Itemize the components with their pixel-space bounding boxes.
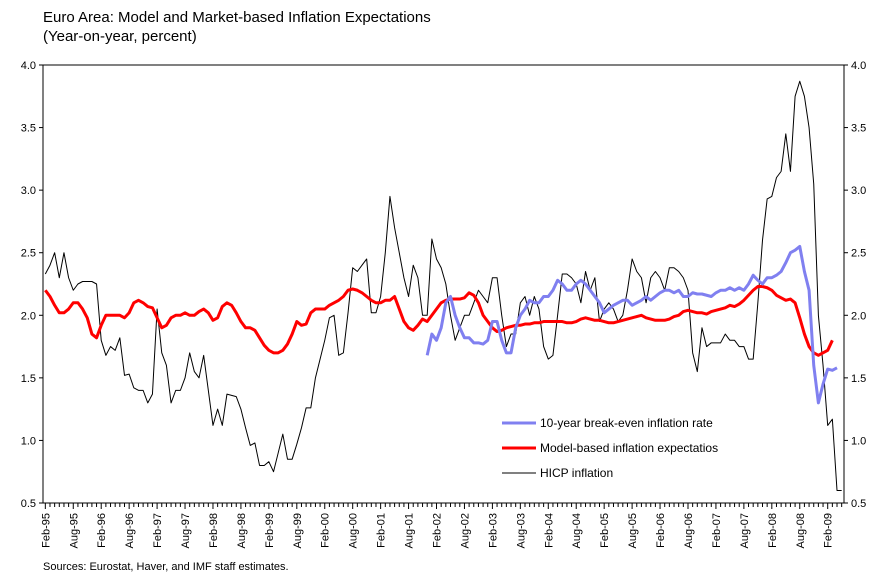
y2-tick-label: 2.5: [851, 248, 866, 260]
x-tick-label: Feb-08: [767, 513, 779, 548]
legend-label: 10-year break-even inflation rate: [540, 416, 713, 430]
chart-title: Euro Area: Model and Market-based Inflat…: [43, 9, 431, 26]
x-tick-label: Aug-98: [236, 513, 248, 548]
x-tick-label: Feb-96: [96, 513, 108, 548]
y2-tick-label: 1.5: [851, 373, 866, 385]
x-tick-label: Aug-01: [404, 513, 416, 548]
y2-tick-label: 4.0: [851, 60, 866, 72]
y-tick-label: 2.5: [21, 248, 36, 260]
x-tick-label: Aug-00: [348, 513, 360, 548]
x-tick-label: Aug-96: [124, 513, 136, 548]
y2-tick-label: 2.0: [851, 310, 866, 322]
y-tick-label: 3.5: [21, 123, 36, 135]
x-tick-label: Aug-08: [795, 513, 807, 548]
x-tick-label: Aug-95: [68, 513, 80, 548]
y-tick-label: 4.0: [21, 60, 36, 72]
x-tick-label: Feb-99: [264, 513, 276, 548]
y-tick-label: 2.0: [21, 310, 36, 322]
y2-tick-label: 1.0: [851, 435, 866, 447]
x-tick-label: Feb-06: [655, 513, 667, 548]
x-tick-label: Feb-00: [320, 513, 332, 548]
y-tick-label: 3.0: [21, 185, 36, 197]
x-tick-label: Feb-04: [543, 513, 555, 548]
series-line: [44, 285, 834, 357]
source-note: Sources: Eurostat, Haver, and IMF staff …: [43, 561, 289, 573]
x-tick-label: Feb-05: [599, 513, 611, 548]
legend-label: HICP inflation: [540, 466, 613, 480]
legend-label: Model-based inflation expectatios: [540, 441, 718, 455]
y2-tick-label: 0.5: [851, 498, 866, 510]
chart-subtitle: (Year-on-year, percent): [43, 28, 197, 45]
series-line: [44, 80, 842, 491]
series-line: [425, 244, 838, 405]
x-tick-label: Feb-03: [487, 513, 499, 548]
plot-frame: [42, 64, 845, 504]
y-tick-label: 1.5: [21, 373, 36, 385]
y-tick-label: 1.0: [21, 435, 36, 447]
x-tick-label: Aug-06: [683, 513, 695, 548]
x-tick-label: Feb-01: [376, 513, 388, 548]
x-tick-label: Aug-02: [459, 513, 471, 548]
x-tick-label: Aug-97: [180, 513, 192, 548]
x-tick-label: Feb-02: [432, 513, 444, 548]
x-tick-label: Aug-05: [627, 513, 639, 548]
x-tick-label: Aug-07: [739, 513, 751, 548]
x-tick-label: Aug-99: [292, 513, 304, 548]
x-tick-label: Feb-95: [40, 513, 52, 548]
x-tick-label: Aug-03: [515, 513, 527, 548]
y2-tick-label: 3.0: [851, 185, 866, 197]
y-tick-label: 0.5: [21, 498, 36, 510]
x-tick-label: Feb-97: [152, 513, 164, 548]
x-tick-label: Aug-04: [571, 513, 583, 548]
x-tick-label: Feb-07: [711, 513, 723, 548]
y2-tick-label: 3.5: [851, 123, 866, 135]
x-tick-label: Feb-09: [823, 513, 835, 548]
x-tick-label: Feb-98: [208, 513, 220, 548]
